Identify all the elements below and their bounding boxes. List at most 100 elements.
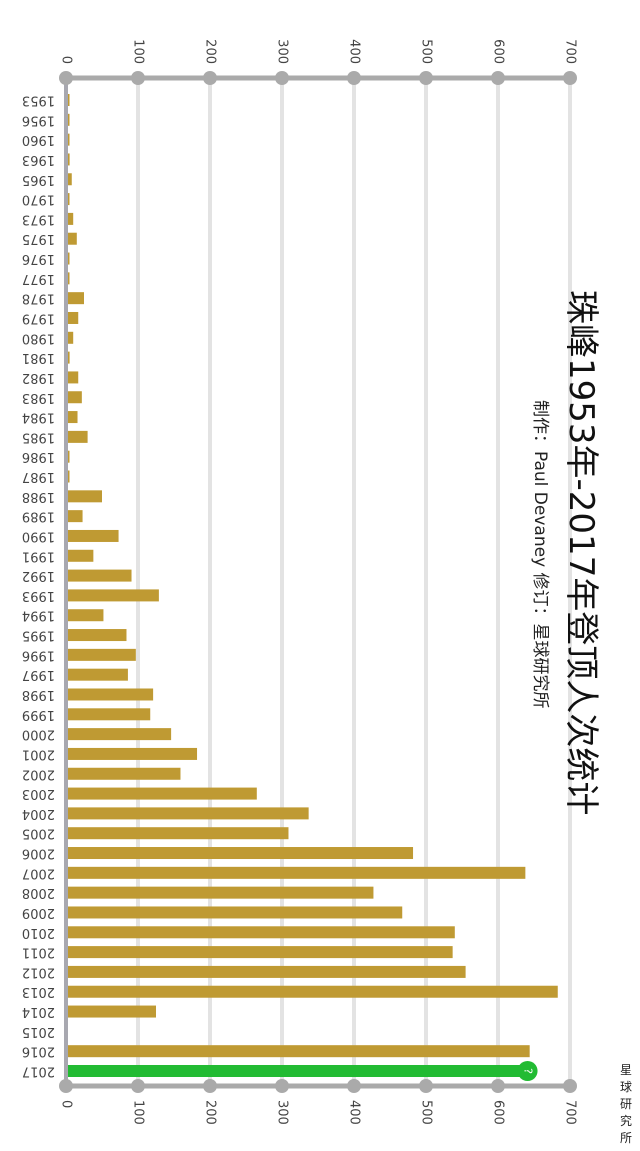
bar [68, 827, 289, 840]
bar [68, 470, 70, 483]
year-label: 1979 [22, 310, 55, 325]
year-label: 1986 [22, 449, 55, 464]
axis-tick-marker [563, 71, 577, 85]
chart-title: 珠峰1953年-2017年登顶人次统计 [561, 290, 601, 816]
bar [68, 252, 70, 265]
year-label: 2011 [22, 945, 55, 960]
year-label: 2005 [22, 826, 55, 841]
bar [68, 609, 104, 622]
year-label: 1992 [22, 568, 55, 583]
bar [68, 629, 127, 642]
bar [68, 113, 70, 126]
year-label: 2009 [22, 905, 55, 920]
year-label: 1999 [22, 707, 55, 722]
axis-tick-label: 400 [347, 1100, 362, 1125]
bar [68, 1065, 533, 1077]
year-label: 2006 [22, 846, 55, 861]
bar [68, 589, 159, 602]
bar [68, 668, 128, 681]
year-label: 1981 [22, 350, 55, 365]
year-label: 1953 [22, 93, 55, 108]
axis-tick-label: 700 [563, 1100, 578, 1125]
highlight-marker-label: ? [522, 1068, 535, 1074]
year-label: 1965 [22, 172, 55, 187]
bar [68, 866, 526, 879]
year-label: 1985 [22, 429, 55, 444]
axis-tick-label: 600 [491, 1100, 506, 1125]
bar [68, 946, 453, 959]
bar [68, 708, 151, 721]
axis-tick-marker [59, 71, 73, 85]
bar [68, 232, 77, 245]
bar [68, 94, 70, 106]
axis-tick-label: 400 [347, 39, 362, 64]
axis-tick-label: 100 [131, 39, 146, 64]
axis-tick-marker [491, 71, 505, 85]
bar [68, 430, 88, 443]
chart-subtitle: 制作：Paul Devaney 修订：星球研究所 [530, 400, 550, 709]
year-label: 2007 [22, 865, 55, 880]
axis-tick-marker [491, 1079, 505, 1093]
axis-tick-marker [347, 1079, 361, 1093]
year-label: 1987 [22, 469, 55, 484]
axis-tick-marker [131, 71, 145, 85]
highlight-marker [517, 1061, 538, 1081]
bar [68, 173, 72, 186]
bar [68, 529, 119, 542]
bar [68, 490, 102, 503]
year-label: 2000 [22, 727, 55, 742]
year-label: 1977 [22, 271, 55, 286]
year-label: 2010 [22, 925, 55, 940]
axis-tick-label: 300 [275, 39, 290, 64]
bar [68, 311, 79, 324]
bar [68, 331, 74, 344]
bar [68, 728, 172, 741]
year-label: 1988 [22, 489, 55, 504]
axis-tick-label: 200 [203, 39, 218, 64]
bar [68, 787, 257, 800]
bar [68, 212, 74, 225]
year-label: 1994 [22, 608, 55, 623]
bar [68, 133, 70, 146]
year-label: 1980 [22, 330, 55, 345]
year-label: 2004 [22, 806, 55, 821]
year-label: 1956 [22, 112, 55, 127]
axis-tick-label: 100 [131, 1100, 146, 1125]
axis-tick-label: 500 [419, 1100, 434, 1125]
year-label: 1963 [22, 152, 55, 167]
bar [68, 193, 70, 206]
axis-tick-marker [275, 1079, 289, 1093]
year-label: 1960 [22, 132, 55, 147]
axis-tick-marker [563, 1079, 577, 1093]
bar [68, 1005, 156, 1018]
year-label: 2013 [22, 984, 55, 999]
axis-tick-label: 600 [491, 39, 506, 64]
bar [68, 1045, 530, 1058]
axis-tick-label: 700 [563, 39, 578, 64]
bar [68, 926, 455, 939]
year-label: 1976 [22, 251, 55, 266]
year-label: 2016 [22, 1044, 55, 1059]
year-label: 1990 [22, 528, 55, 543]
axis-tick-marker [203, 1079, 217, 1093]
bar [68, 569, 132, 582]
year-label: 2008 [22, 885, 55, 900]
year-label: 1970 [22, 192, 55, 207]
axis-tick-marker [419, 1079, 433, 1093]
bar [68, 807, 309, 820]
bar [68, 985, 558, 998]
bar [68, 371, 79, 384]
year-label: 1991 [22, 548, 55, 563]
year-label: 2014 [22, 1004, 55, 1019]
bar [68, 906, 403, 919]
year-label: 1998 [22, 687, 55, 702]
bar [68, 153, 70, 166]
bar [68, 648, 136, 661]
bar [68, 688, 154, 701]
year-label: 2012 [22, 964, 55, 979]
bar [68, 767, 181, 780]
watermark: 星球研究所 [620, 1063, 633, 1145]
axis-tick-marker [419, 71, 433, 85]
year-label: 1975 [22, 231, 55, 246]
